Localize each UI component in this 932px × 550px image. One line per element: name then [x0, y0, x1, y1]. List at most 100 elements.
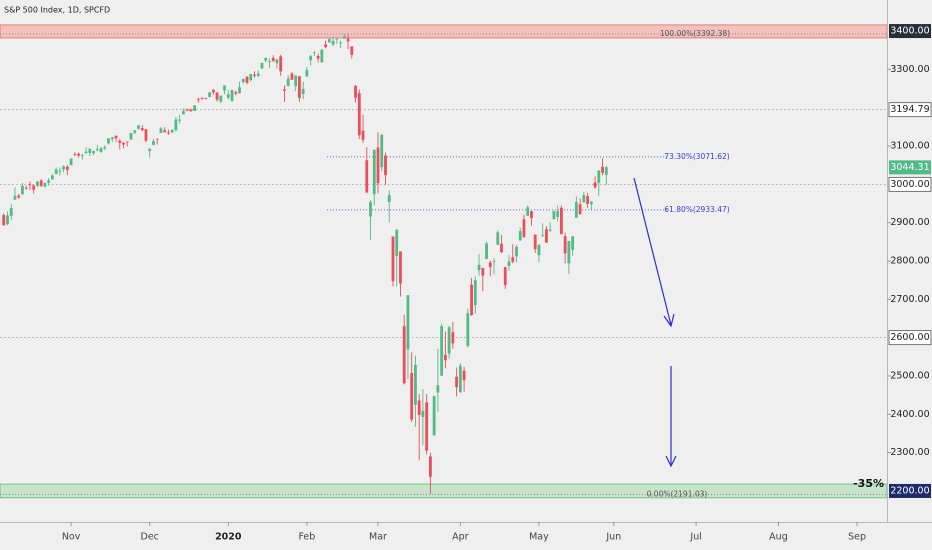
arrow-head — [665, 455, 677, 468]
candle-body — [69, 158, 73, 166]
fib-label: 100.00%(3392.38) — [660, 29, 730, 38]
y-tick-label: 3300.00 — [890, 64, 929, 75]
candle-body — [586, 196, 589, 204]
candle-body — [144, 129, 148, 141]
candle-body — [95, 149, 99, 151]
candle-body — [357, 93, 361, 136]
candle-body — [518, 231, 522, 241]
candle-body — [163, 130, 167, 133]
candle-body — [500, 243, 503, 253]
candle-body — [574, 201, 578, 218]
candle-body — [399, 251, 402, 284]
candle-body — [316, 55, 320, 59]
candle-body — [496, 232, 500, 245]
candle-body — [511, 257, 515, 262]
candle-body — [492, 261, 496, 262]
candle-body — [339, 42, 342, 44]
candle-body — [54, 169, 58, 174]
candle-body — [84, 151, 88, 154]
candle-body — [533, 234, 537, 250]
candle-body — [13, 195, 17, 200]
candle-body — [301, 88, 305, 94]
candle-body — [256, 73, 260, 76]
candle-body — [245, 76, 249, 83]
candle-body — [548, 229, 552, 231]
candle-body — [17, 195, 21, 198]
candle-body — [73, 154, 77, 155]
candle-body — [88, 148, 92, 153]
candle-body — [193, 105, 197, 111]
candle-body — [361, 130, 365, 140]
candle-body — [6, 215, 9, 225]
fib-label: 61.80%(2933.47) — [664, 205, 730, 214]
arrows — [633, 177, 677, 468]
candle-body — [601, 166, 604, 173]
y-tick-label: 2300.00 — [890, 447, 929, 458]
candle-body — [395, 229, 399, 257]
candle-body — [21, 185, 24, 195]
candle-body — [80, 154, 84, 156]
candle-body — [62, 166, 66, 170]
candle-body — [507, 261, 511, 266]
price-box — [889, 483, 931, 498]
zone — [0, 483, 888, 499]
candle-body — [503, 267, 507, 286]
candle-body — [170, 129, 174, 133]
x-tick-label: Mar — [369, 532, 387, 543]
candle-body — [28, 184, 32, 186]
price-box — [888, 330, 932, 346]
candle-body — [331, 41, 335, 45]
price-box-label: 3000.00 — [890, 179, 929, 190]
candle-body — [234, 91, 238, 94]
candle-body — [391, 236, 395, 282]
candle-body — [133, 130, 137, 133]
candle-body — [522, 219, 526, 237]
candle-body — [541, 234, 545, 236]
candle-body — [137, 125, 140, 129]
price-box-label: 2200.00 — [890, 485, 929, 496]
candle-body — [335, 38, 339, 40]
candle-body — [327, 39, 331, 43]
candle-body — [271, 57, 275, 62]
candle-body — [567, 241, 571, 264]
candle-body — [9, 208, 13, 216]
candle-body — [253, 74, 256, 76]
candle-body — [481, 267, 485, 276]
candle-body — [372, 149, 376, 195]
candle-body — [275, 59, 279, 64]
candle-body — [223, 85, 226, 91]
x-tick-label: Feb — [298, 532, 315, 543]
price-box — [888, 176, 932, 192]
candle-body — [290, 73, 294, 80]
candle-body — [211, 89, 215, 93]
candle-body — [99, 148, 103, 153]
candle-body — [129, 132, 133, 140]
candle-body — [350, 46, 354, 55]
candle-body — [451, 332, 455, 344]
candle-body — [174, 119, 178, 131]
x-tick-label: 2020 — [215, 532, 242, 543]
candle-body — [148, 148, 152, 152]
candle-body — [32, 185, 36, 190]
x-tick-label: May — [529, 532, 549, 543]
zone — [0, 24, 888, 39]
candle-body — [226, 94, 230, 98]
price-box-label: 3194.79 — [890, 104, 929, 115]
price-box — [889, 160, 931, 175]
candle-body — [455, 376, 458, 388]
candle-body — [196, 98, 200, 100]
x-tick-label: Sep — [848, 532, 866, 543]
candle-body — [305, 70, 309, 77]
candle-body — [47, 180, 51, 183]
candle-body — [208, 92, 211, 97]
candle-body — [58, 170, 62, 172]
x-tick-label: Aug — [769, 532, 788, 543]
y-tick-label: 2700.00 — [890, 294, 929, 305]
y-tick-label: 3100.00 — [890, 141, 929, 152]
candle-body — [324, 44, 328, 48]
candle-body — [597, 170, 601, 183]
candle-body — [215, 92, 219, 100]
arrow — [633, 177, 672, 326]
y-tick-label: 2500.00 — [890, 370, 929, 381]
